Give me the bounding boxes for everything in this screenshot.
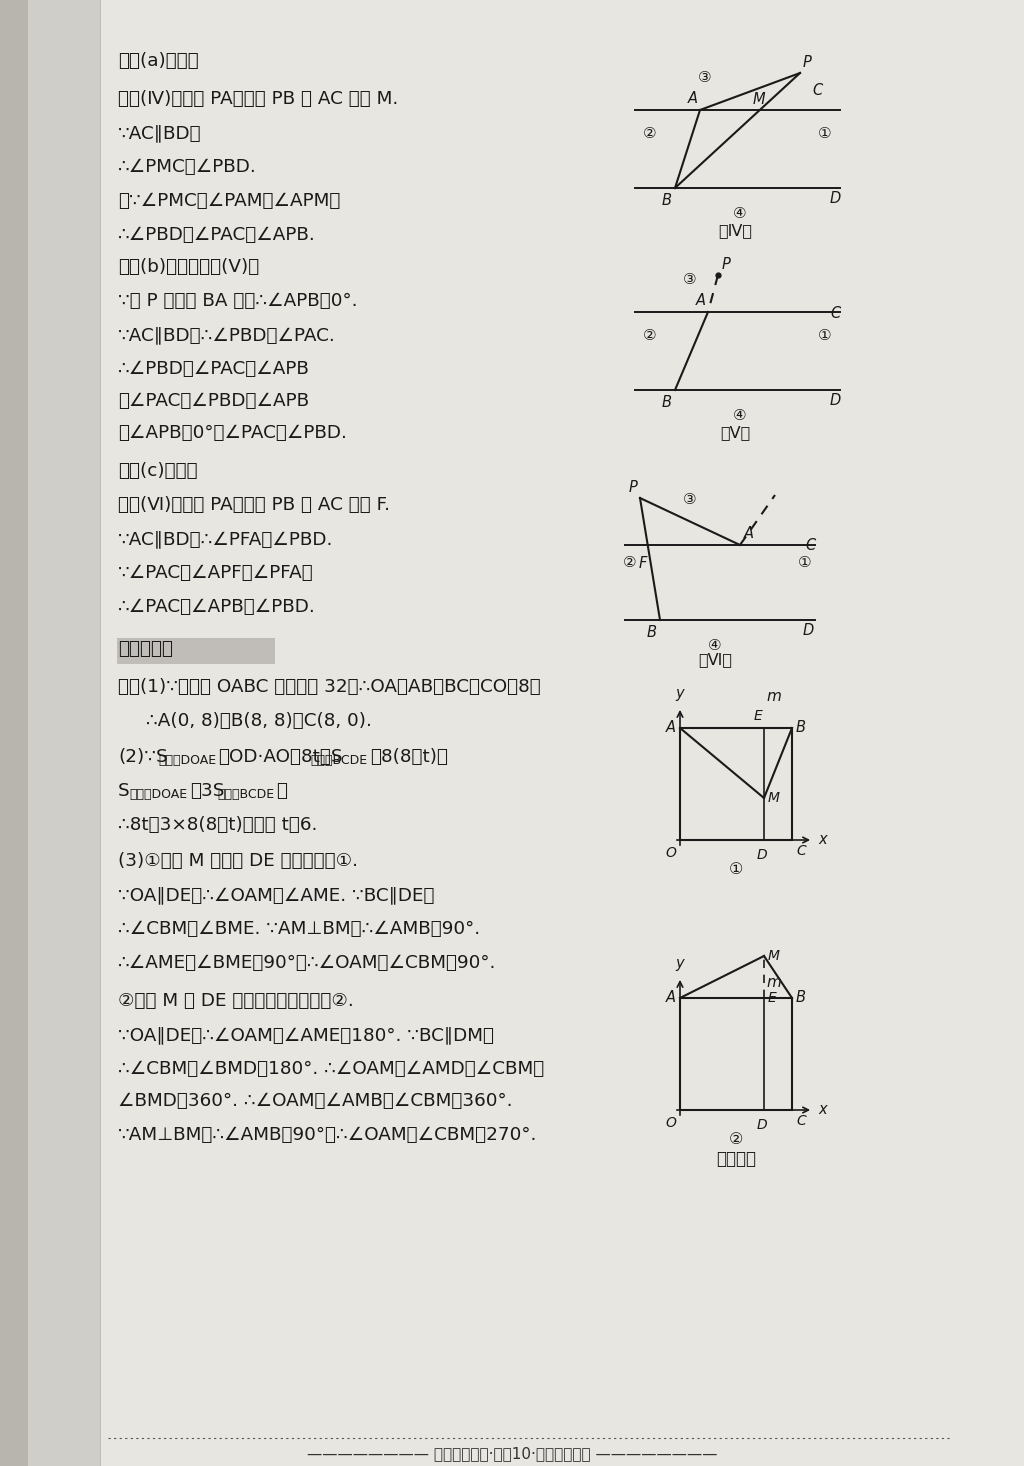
Text: D: D <box>830 393 842 408</box>
Text: ①: ① <box>818 328 831 343</box>
Text: ∵AC∥BD，: ∵AC∥BD， <box>118 125 202 142</box>
Text: F: F <box>639 556 647 570</box>
Text: D: D <box>757 1119 767 1132</box>
Text: D: D <box>830 191 842 207</box>
Text: ∴∠AME＋∠BME＝90°，∴∠OAM＋∠CBM＝90°.: ∴∠AME＋∠BME＝90°，∴∠OAM＋∠CBM＝90°. <box>118 954 497 972</box>
Text: 四边形BCDE: 四边形BCDE <box>217 789 274 800</box>
Text: ③: ③ <box>683 273 696 287</box>
Text: ④: ④ <box>709 638 722 652</box>
Text: 如图(Ⅵ)，连接 PA，连接 PB 交 AC 于点 F.: 如图(Ⅵ)，连接 PA，连接 PB 交 AC 于点 F. <box>118 496 390 515</box>
Text: ①: ① <box>798 556 812 570</box>
Text: ∴∠PBD＝∠PAC＋∠APB: ∴∠PBD＝∠PAC＋∠APB <box>118 361 310 378</box>
Text: C: C <box>812 84 822 98</box>
Text: （Ⅳ）: （Ⅳ） <box>718 223 752 237</box>
Text: ∴∠PMC＝∠PBD.: ∴∠PMC＝∠PBD. <box>118 158 257 176</box>
Text: C: C <box>796 844 806 858</box>
Text: 或∠APB＝0°，∠PAC＝∠PBD.: 或∠APB＝0°，∠PAC＝∠PBD. <box>118 424 347 443</box>
Text: 解：(1)∵正方形 OABC 的周长为 32，∴OA＝AB＝BC＝CO＝8，: 解：(1)∵正方形 OABC 的周长为 32，∴OA＝AB＝BC＝CO＝8， <box>118 677 541 696</box>
Text: (3)①当点 M 在线段 DE 上时，如图①.: (3)①当点 M 在线段 DE 上时，如图①. <box>118 852 358 869</box>
Text: C: C <box>805 538 815 553</box>
Text: ③: ③ <box>683 493 696 507</box>
Text: ∴∠PBD＝∠PAC＋∠APB.: ∴∠PBD＝∠PAC＋∠APB. <box>118 226 315 243</box>
Text: ②: ② <box>729 1132 743 1146</box>
Text: ∴A(0, 8)，B(8, 8)，C(8, 0).: ∴A(0, 8)，B(8, 8)，C(8, 0). <box>146 712 372 730</box>
Text: B: B <box>796 991 806 1006</box>
Text: M: M <box>753 92 766 107</box>
Text: ∵AM⊥BM，∴∠AMB＝90°，∴∠OAM＋∠CBM＝270°.: ∵AM⊥BM，∴∠AMB＝90°，∴∠OAM＋∠CBM＝270°. <box>118 1126 538 1143</box>
Text: m: m <box>766 689 781 704</box>
Text: ∵点 P 在射线 BA 上，∴∠APB＝0°.: ∵点 P 在射线 BA 上，∴∠APB＝0°. <box>118 292 357 309</box>
Text: ∵∠PAC＝∠APF＋∠PFA，: ∵∠PAC＝∠APF＋∠PFA， <box>118 564 313 582</box>
Text: ①: ① <box>818 126 831 141</box>
Text: ＝OD·AO＝8t，S: ＝OD·AO＝8t，S <box>218 748 342 767</box>
Text: (2)∵S: (2)∵S <box>118 748 168 767</box>
Text: 四边形BCDE: 四边形BCDE <box>310 754 368 767</box>
Text: ①: ① <box>729 862 743 877</box>
Text: ∴8t＝3×8(8－t)，解得 t＝6.: ∴8t＝3×8(8－t)，解得 t＝6. <box>118 817 317 834</box>
Text: B: B <box>662 194 672 208</box>
Text: y: y <box>676 956 684 970</box>
Text: ∴∠CBM＋∠BMD＝180°. ∴∠OAM＋∠AMD＋∠CBM＋: ∴∠CBM＋∠BMD＝180°. ∴∠OAM＋∠AMD＋∠CBM＋ <box>118 1060 544 1078</box>
Text: A: A <box>696 293 706 308</box>
Text: A: A <box>688 91 698 106</box>
Text: 选择(a)证明：: 选择(a)证明： <box>118 51 199 70</box>
Text: ＝3S: ＝3S <box>190 781 224 800</box>
Text: M: M <box>768 792 780 805</box>
Text: O: O <box>666 1116 676 1130</box>
Text: 四边形DOAE: 四边形DOAE <box>129 789 187 800</box>
Text: B: B <box>796 720 806 736</box>
Text: ②当点 M 在 DE 的延长线上时，如图②.: ②当点 M 在 DE 的延长线上时，如图②. <box>118 992 353 1010</box>
Text: A: A <box>666 991 676 1006</box>
Text: B: B <box>662 394 672 410</box>
Bar <box>117 638 275 664</box>
Text: A: A <box>744 526 754 541</box>
Text: 或∠PAC＝∠PBD＋∠APB: 或∠PAC＝∠PBD＋∠APB <box>118 391 309 410</box>
Text: ＝8(8－t)，: ＝8(8－t)， <box>370 748 449 767</box>
Text: m: m <box>766 975 781 990</box>
Text: M: M <box>768 949 780 963</box>
Text: x: x <box>818 833 826 847</box>
Text: C: C <box>796 1114 806 1127</box>
Text: E: E <box>754 710 762 723</box>
Text: ∴∠CBM＝∠BME. ∵AM⊥BM，∴∠AMB＝90°.: ∴∠CBM＝∠BME. ∵AM⊥BM，∴∠AMB＝90°. <box>118 921 480 938</box>
Text: ②: ② <box>624 556 637 570</box>
Text: ∴∠PAC＝∠APB＋∠PBD.: ∴∠PAC＝∠APB＋∠PBD. <box>118 598 315 616</box>
Text: ∵OA∥DE，∴∠OAM＋∠AME＝180°. ∵BC∥DM，: ∵OA∥DE，∴∠OAM＋∠AME＝180°. ∵BC∥DM， <box>118 1026 494 1044</box>
Text: ③: ③ <box>698 70 712 85</box>
Text: B: B <box>647 625 657 641</box>
Text: 四边形DOAE: 四边形DOAE <box>158 754 216 767</box>
Text: S: S <box>118 781 130 800</box>
Text: 选择(c)证明：: 选择(c)证明： <box>118 462 198 479</box>
Bar <box>28 0 100 1466</box>
Text: D: D <box>757 847 767 862</box>
Text: ④: ④ <box>733 408 746 424</box>
Text: ∵AC∥BD，∴∠PBD＝∠PAC.: ∵AC∥BD，∴∠PBD＝∠PAC. <box>118 325 336 345</box>
Text: D: D <box>803 623 814 638</box>
Text: （Ⅴ）: （Ⅴ） <box>720 425 751 440</box>
Text: P: P <box>628 479 637 496</box>
Text: ，: ， <box>276 781 287 800</box>
Text: 附加题图: 附加题图 <box>716 1149 756 1168</box>
Text: x: x <box>818 1102 826 1117</box>
Text: ∵OA∥DE，∴∠OAM＝∠AME. ∵BC∥DE，: ∵OA∥DE，∴∠OAM＝∠AME. ∵BC∥DE， <box>118 885 434 905</box>
Text: ②: ② <box>643 328 656 343</box>
Text: C: C <box>830 306 841 321</box>
Text: y: y <box>676 686 684 701</box>
Text: ②: ② <box>643 126 656 141</box>
Text: 【附加题】: 【附加题】 <box>118 641 173 658</box>
Text: 如图(Ⅳ)，连接 PA，连接 PB 交 AC 于点 M.: 如图(Ⅳ)，连接 PA，连接 PB 交 AC 于点 M. <box>118 89 398 108</box>
Text: ④: ④ <box>733 207 746 221</box>
Text: E: E <box>768 991 777 1006</box>
Text: （Ⅵ）: （Ⅵ） <box>698 652 732 667</box>
Text: A: A <box>666 720 676 736</box>
Text: P: P <box>722 257 731 273</box>
Text: 选择(b)证明：如图(Ⅴ)，: 选择(b)证明：如图(Ⅴ)， <box>118 258 259 276</box>
Text: 又∵∠PMC＝∠PAM＋∠APM，: 又∵∠PMC＝∠PAM＋∠APM， <box>118 192 340 210</box>
Text: O: O <box>666 846 676 861</box>
Text: P: P <box>803 56 812 70</box>
Text: ∵AC∥BD，∴∠PFA＝∠PBD.: ∵AC∥BD，∴∠PFA＝∠PBD. <box>118 531 334 548</box>
Text: ∠BMD＝360°. ∴∠OAM＋∠AMB＋∠CBM＝360°.: ∠BMD＝360°. ∴∠OAM＋∠AMB＋∠CBM＝360°. <box>118 1092 512 1110</box>
Text: ———————— 数学七年级下·答曷10·适用于人教版 ————————: ———————— 数学七年级下·答曷10·适用于人教版 ———————— <box>307 1445 717 1462</box>
